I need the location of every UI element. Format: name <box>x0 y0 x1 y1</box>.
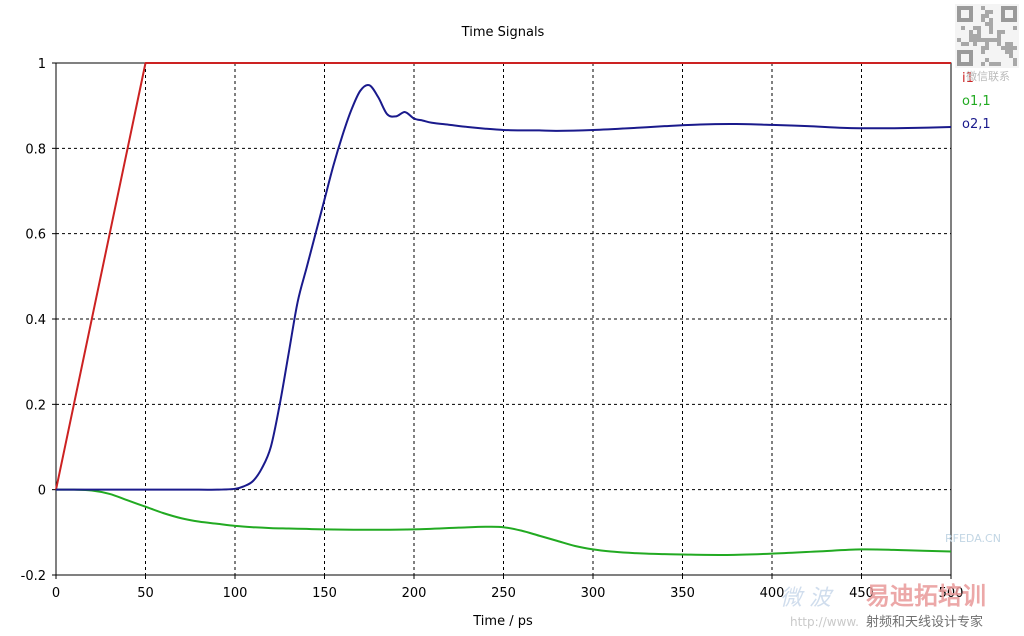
y-tick-label: 0.4 <box>25 313 46 328</box>
watermark-site-top: RFEDA.CN <box>945 532 1001 545</box>
qr-cell <box>1009 50 1013 54</box>
qr-cell <box>1001 30 1005 34</box>
qr-cell <box>1013 58 1017 62</box>
qr-cell <box>977 34 981 38</box>
y-tick-label: -0.2 <box>21 569 46 584</box>
legend-entry: o1,1 <box>962 94 991 109</box>
legend-entry: i1 <box>962 71 974 86</box>
qr-cell <box>981 50 985 54</box>
qr-cell <box>997 34 1001 38</box>
qr-cell <box>965 42 969 46</box>
qr-cell <box>981 38 985 42</box>
watermark-url: http://www. <box>790 615 859 629</box>
chart-title: Time Signals <box>461 25 545 40</box>
x-axis-label: Time / ps <box>472 614 533 629</box>
qr-cell <box>969 34 973 38</box>
axis-ticks: 0 50 100 150 200 250 300 350 400 450 500 -0.2 0 0.2 0.… <box>21 57 964 601</box>
x-tick-label: 450 <box>849 586 874 601</box>
qr-cell <box>989 10 993 14</box>
qr-cell <box>1013 62 1017 66</box>
qr-finder-inner <box>961 54 969 62</box>
qr-caption: 微信联系 <box>966 69 1010 83</box>
watermark-brand-right: 易迪拓培训 <box>866 582 986 610</box>
qr-cell <box>989 26 993 30</box>
qr-cell <box>985 22 989 26</box>
x-tick-label: 300 <box>581 586 606 601</box>
y-tick-label: 0 <box>38 484 46 499</box>
y-tick-label: 0.8 <box>25 142 46 157</box>
legend: i1 o1,1 o2,1 <box>962 71 991 132</box>
qr-cell <box>989 30 993 34</box>
qr-cell <box>973 34 977 38</box>
y-tick-label: 1 <box>38 57 46 72</box>
series-line-2 <box>55 488 952 556</box>
x-tick-label: 500 <box>939 586 964 601</box>
qr-cell <box>1013 46 1017 50</box>
qr-cell <box>981 14 985 18</box>
y-tick-label: 0.6 <box>25 228 46 243</box>
qr-cell <box>989 38 993 42</box>
x-tick-label: 150 <box>312 586 337 601</box>
qr-cell <box>961 26 965 30</box>
qr-cell <box>985 46 989 50</box>
qr-cell <box>989 62 993 66</box>
watermark-slogan: 射频和天线设计专家 <box>866 614 983 630</box>
qr-cell <box>985 58 989 62</box>
x-tick-label: 400 <box>760 586 785 601</box>
qr-cell <box>981 46 985 50</box>
qr-cell <box>957 38 961 42</box>
qr-cell <box>985 14 989 18</box>
qr-finder-inner <box>1005 10 1013 18</box>
y-tick-label: 0.2 <box>25 398 46 413</box>
qr-cell <box>961 42 965 46</box>
qr-cell <box>973 38 977 42</box>
qr-cell <box>1009 42 1013 46</box>
x-tick-label: 100 <box>223 586 248 601</box>
series-line-3 <box>55 83 952 491</box>
qr-cell <box>989 18 993 22</box>
qr-cell <box>985 42 989 46</box>
legend-entry: o2,1 <box>962 117 991 132</box>
qr-cell <box>1005 50 1009 54</box>
qr-code-watermark: 微信联系 <box>955 4 1019 83</box>
qr-cell <box>977 30 981 34</box>
qr-cell <box>973 42 977 46</box>
qr-cell <box>969 38 973 42</box>
qr-cell <box>997 38 1001 42</box>
qr-cell <box>997 42 1001 46</box>
watermark-brand-left: 微 波 <box>780 586 834 611</box>
series-line-1 <box>55 62 951 490</box>
qr-cell <box>989 22 993 26</box>
x-tick-label: 200 <box>402 586 427 601</box>
qr-code-pattern <box>957 6 1017 66</box>
qr-cell <box>985 10 989 14</box>
series-lines <box>55 62 952 556</box>
x-tick-label: 350 <box>670 586 695 601</box>
qr-cell <box>981 6 985 10</box>
brand-watermark: RFEDA.CN 微 波 易迪拓培训 http://www. 射频和天线设计专家 <box>780 532 1001 630</box>
qr-finder-inner <box>961 10 969 18</box>
qr-cell <box>1005 42 1009 46</box>
qr-cell <box>1009 46 1013 50</box>
qr-cell <box>985 38 989 42</box>
qr-cell <box>1005 46 1009 50</box>
qr-cell <box>1001 46 1005 50</box>
qr-cell <box>993 38 997 42</box>
x-tick-label: 250 <box>491 586 516 601</box>
qr-cell <box>1013 26 1017 30</box>
qr-cell <box>977 38 981 42</box>
qr-cell <box>1009 54 1013 58</box>
qr-cell <box>993 62 997 66</box>
x-tick-label: 50 <box>137 586 154 601</box>
qr-cell <box>997 30 1001 34</box>
qr-cell <box>969 30 973 34</box>
qr-cell <box>997 62 1001 66</box>
qr-cell <box>981 18 985 22</box>
qr-cell <box>973 26 977 30</box>
qr-cell <box>981 62 985 66</box>
x-tick-label: 0 <box>52 586 60 601</box>
qr-cell <box>977 26 981 30</box>
